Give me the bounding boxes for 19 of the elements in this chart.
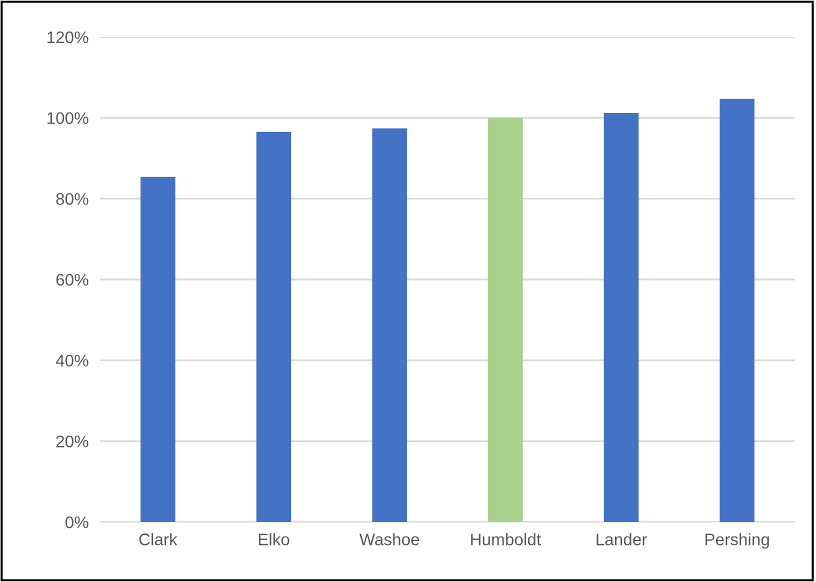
x-tick-label: Elko	[258, 533, 290, 546]
y-tick-label: 100%	[48, 112, 88, 124]
bar	[604, 112, 639, 522]
x-tick-label: Clark	[139, 533, 178, 546]
x-tick-label: Humboldt	[471, 533, 541, 546]
bar	[256, 132, 292, 522]
y-tick-label: 80%	[56, 193, 88, 205]
x-tick-label: Lander	[596, 533, 647, 546]
bar	[720, 98, 754, 522]
bar	[488, 118, 523, 522]
y-tick-label: 60%	[56, 274, 88, 286]
y-tick-label: 40%	[56, 354, 88, 367]
bar	[372, 128, 407, 522]
x-tick-label: Washoe	[359, 533, 420, 546]
y-tick-label: 20%	[56, 436, 88, 448]
bar	[140, 176, 176, 522]
y-tick-label: 120%	[48, 31, 88, 44]
x-tick-label: Pershing	[706, 533, 769, 549]
y-tick-label: 0%	[65, 516, 88, 528]
